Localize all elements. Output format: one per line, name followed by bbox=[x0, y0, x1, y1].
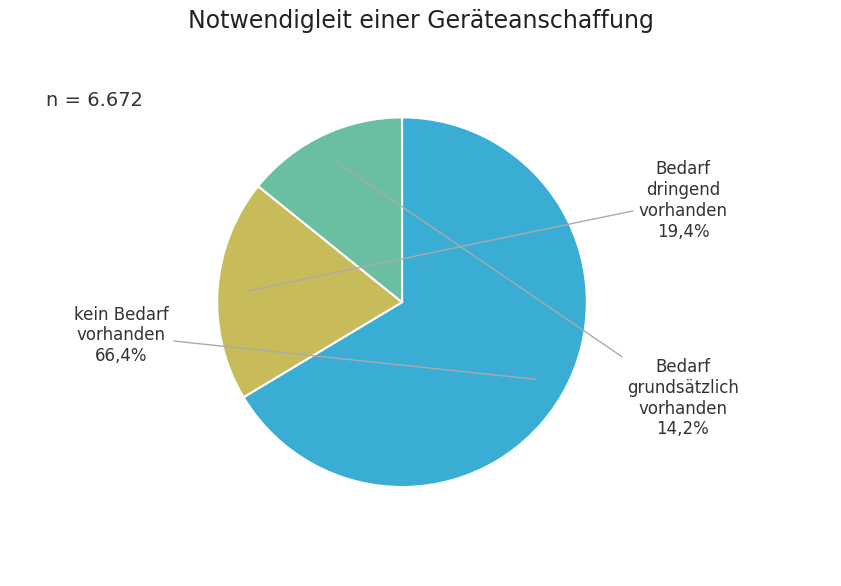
Wedge shape bbox=[244, 117, 587, 487]
Text: kein Bedarf
vorhanden
66,4%: kein Bedarf vorhanden 66,4% bbox=[74, 306, 536, 379]
Wedge shape bbox=[217, 186, 402, 397]
Text: Bedarf
grundsätzlich
vorhanden
14,2%: Bedarf grundsätzlich vorhanden 14,2% bbox=[336, 162, 739, 438]
Text: n = 6.672: n = 6.672 bbox=[46, 91, 143, 110]
Wedge shape bbox=[258, 117, 402, 302]
Text: Bedarf
dringend
vorhanden
19,4%: Bedarf dringend vorhanden 19,4% bbox=[248, 161, 727, 291]
Title: Notwendigleit einer Geräteanschaffung: Notwendigleit einer Geräteanschaffung bbox=[188, 9, 653, 33]
